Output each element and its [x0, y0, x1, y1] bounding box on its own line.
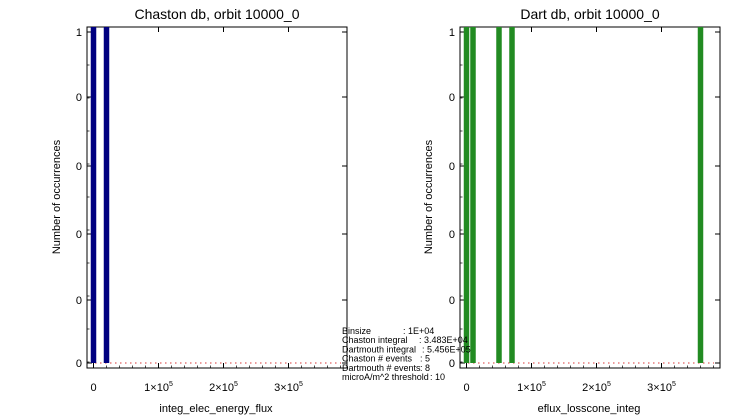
y-tick-label: 1 [449, 27, 455, 39]
y-tick-label: 1 [76, 27, 82, 39]
histogram-bar [470, 27, 476, 363]
stat-label: microA/m^2 threshold [342, 372, 429, 382]
x-tick-label: 0 [90, 382, 96, 394]
plot-frame [86, 26, 348, 369]
x-tick-label: 2×105 [582, 381, 611, 394]
stat-value: : 1E+04 [403, 326, 434, 336]
histogram-bar [496, 27, 502, 363]
y-tick-label: 0 [76, 92, 82, 104]
stat-label: Chaston integral [342, 335, 408, 345]
histogram-bar [463, 27, 470, 363]
y-tick-label: 0 [76, 229, 82, 241]
y-tick-label: 0 [76, 358, 82, 370]
y-tick-label: 0 [449, 161, 455, 173]
x-axis-label: eflux_losscone_integ [538, 403, 641, 415]
histogram-bar [509, 27, 515, 363]
x-tick-label: 3×105 [274, 381, 303, 394]
stat-label: Chaston # events [342, 354, 413, 364]
plot-frame [459, 26, 721, 369]
y-axis-label: Number of occurrences [423, 139, 435, 254]
histogram-bar [697, 27, 704, 363]
stat-label: Binsize [342, 326, 371, 336]
chart-title: Dart db, orbit 10000_0 [520, 6, 660, 22]
y-tick-label: 0 [449, 358, 455, 370]
histogram-bar [103, 27, 110, 363]
stat-value: : 5.456E+05 [422, 344, 471, 354]
x-tick-label: 3×105 [647, 381, 676, 394]
y-tick-label: 0 [449, 92, 455, 104]
y-tick-label: 0 [76, 295, 82, 307]
x-tick-label: 1×105 [144, 381, 173, 394]
stat-value: : 10 [430, 372, 445, 382]
stat-label: Dartmouth # events [342, 363, 421, 373]
stat-value: : 3.483E+04 [419, 335, 468, 345]
y-tick-label: 0 [76, 161, 82, 173]
x-tick-label: 1×105 [517, 381, 546, 394]
x-axis-label: integ_elec_energy_flux [159, 403, 273, 415]
stat-value: : 8 [420, 363, 430, 373]
y-tick-label: 0 [449, 295, 455, 307]
stat-label: Dartmouth integral [342, 344, 416, 354]
chart-title: Chaston db, orbit 10000_0 [134, 6, 299, 22]
histogram-bar [90, 27, 97, 363]
y-axis-label: Number of occurrences [51, 139, 63, 254]
x-tick-label: 2×105 [209, 381, 238, 394]
x-tick-label: 0 [463, 382, 469, 394]
y-tick-label: 0 [449, 229, 455, 241]
stat-value: : 5 [420, 354, 430, 364]
